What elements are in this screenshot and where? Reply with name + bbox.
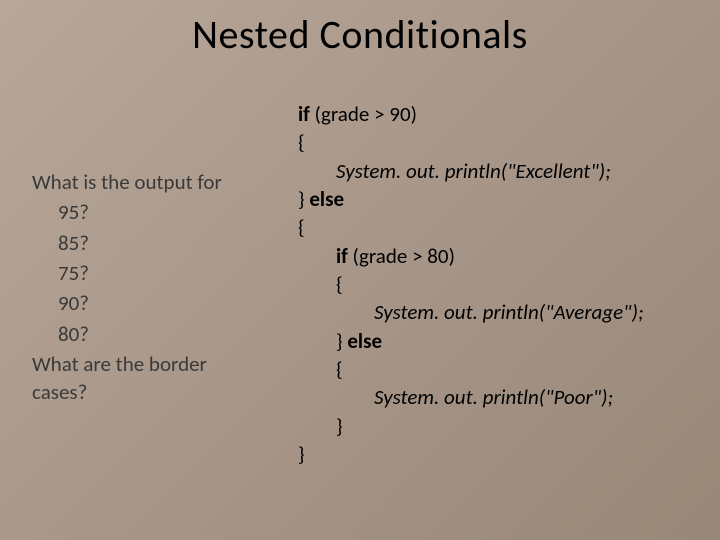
code-line: } else [298,185,708,213]
code-indent [298,243,336,269]
keyword-else: else [347,328,382,354]
code-line: { [298,128,708,156]
code-line: System. out. println("Excellent"); [298,157,708,185]
code-block: if (grade > 90) { System. out. println("… [298,100,708,468]
code-indent [298,413,336,439]
code-line: } [298,412,708,440]
slide: Nested Conditionals What is the output f… [0,0,720,540]
value-item: 90? [58,289,292,317]
value-item: 95? [58,198,292,226]
keyword-if: if [336,243,348,269]
code-indent [298,356,336,382]
code-line: { [298,270,708,298]
prompt-text: What is the output for [32,168,292,196]
value-item: 85? [58,229,292,257]
code-line: System. out. println("Average"); [298,298,708,326]
code-text: { [336,271,343,297]
code-text: (grade > 90) [310,101,417,127]
code-line: { [298,213,708,241]
keyword-if: if [298,101,310,127]
code-line: System. out. println("Poor"); [298,383,708,411]
code-line: if (grade > 90) [298,100,708,128]
code-line: } [298,440,708,468]
code-text: } [298,186,309,212]
code-indent [298,328,336,354]
code-line: { [298,355,708,383]
code-line: } else [298,327,708,355]
value-item: 75? [58,259,292,287]
value-item: 80? [58,320,292,348]
left-column: What is the output for 95? 85? 75? 90? 8… [32,168,292,407]
question2-line1: What are the border [32,350,292,378]
question2-line2: cases? [32,378,292,406]
code-indent [298,271,336,297]
code-text: (grade > 80) [348,243,455,269]
code-text: } [336,328,347,354]
slide-title: Nested Conditionals [0,10,720,59]
code-text: { [336,356,343,382]
code-line: if (grade > 80) [298,242,708,270]
code-text: } [336,413,343,439]
keyword-else: else [309,186,344,212]
